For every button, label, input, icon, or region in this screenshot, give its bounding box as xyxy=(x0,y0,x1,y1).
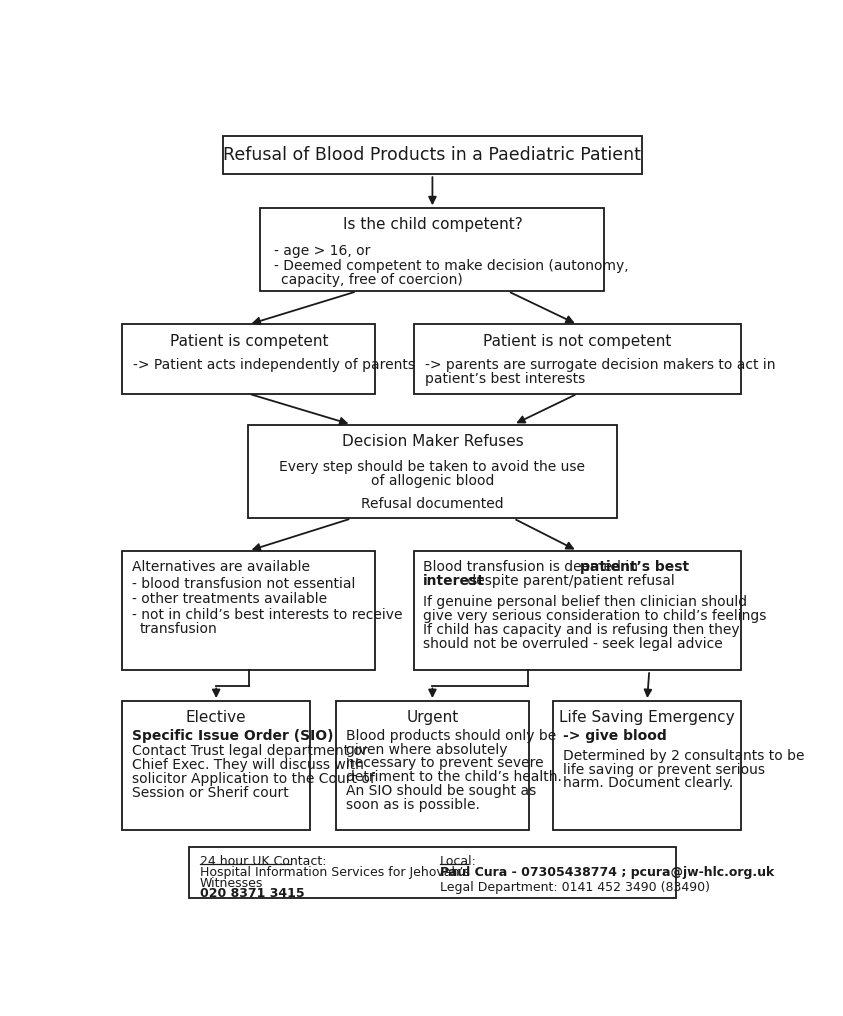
Text: necessary to prevent severe: necessary to prevent severe xyxy=(346,756,543,770)
Text: Elective: Elective xyxy=(186,710,246,725)
Text: Specific Issue Order (SIO): Specific Issue Order (SIO) xyxy=(132,728,333,743)
Text: - blood transfusion not essential: - blood transfusion not essential xyxy=(132,577,355,591)
Text: despite parent/patient refusal: despite parent/patient refusal xyxy=(463,574,674,588)
Text: 24 hour UK Contact:: 24 hour UK Contact: xyxy=(200,854,326,868)
Text: Life Saving Emergency: Life Saving Emergency xyxy=(559,710,735,725)
Text: -> parents are surrogate decision makers to act in: -> parents are surrogate decision makers… xyxy=(425,359,776,372)
Text: Decision Maker Refuses: Decision Maker Refuses xyxy=(341,434,524,449)
Text: Session or Sherif court: Session or Sherif court xyxy=(132,785,288,800)
Text: interest: interest xyxy=(423,574,485,588)
Text: -> Patient acts independently of parents: -> Patient acts independently of parents xyxy=(133,359,416,372)
Text: Witnesses: Witnesses xyxy=(200,877,263,890)
Bar xyxy=(189,847,676,898)
Text: Urgent: Urgent xyxy=(406,710,459,725)
Text: Blood products should only be: Blood products should only be xyxy=(346,728,556,743)
Text: harm. Document clearly.: harm. Document clearly. xyxy=(562,776,733,790)
Text: Paul Cura - 07305438774 ; pcura@jw-hlc.org.uk: Paul Cura - 07305438774 ; pcura@jw-hlc.o… xyxy=(440,866,775,879)
Bar xyxy=(122,324,375,394)
Text: should not be overruled - seek legal advice: should not be overruled - seek legal adv… xyxy=(423,637,723,651)
Text: If genuine personal belief then clinician should: If genuine personal belief then clinicia… xyxy=(423,595,747,610)
Text: life saving or prevent serious: life saving or prevent serious xyxy=(562,763,765,776)
Bar xyxy=(122,551,375,671)
Text: Patient is not competent: Patient is not competent xyxy=(483,333,672,348)
Text: Contact Trust legal department or: Contact Trust legal department or xyxy=(132,744,368,758)
Text: Local:: Local: xyxy=(440,854,477,868)
Text: transfusion: transfusion xyxy=(139,622,217,636)
Text: given where absolutely: given where absolutely xyxy=(346,743,507,757)
Text: Is the child competent?: Is the child competent? xyxy=(342,217,523,233)
Text: give very serious consideration to child’s feelings: give very serious consideration to child… xyxy=(423,610,766,624)
Bar xyxy=(553,701,741,830)
Bar xyxy=(260,208,604,292)
Text: Hospital Information Services for Jehovah’s: Hospital Information Services for Jehova… xyxy=(200,866,470,879)
Text: An SIO should be sought as: An SIO should be sought as xyxy=(346,784,536,799)
Bar xyxy=(223,136,642,175)
Bar xyxy=(122,701,310,830)
Text: detriment to the child’s health.: detriment to the child’s health. xyxy=(346,770,561,784)
Text: Blood transfusion is deemed in: Blood transfusion is deemed in xyxy=(423,560,642,574)
Text: capacity, free of coercion): capacity, free of coercion) xyxy=(281,273,462,287)
Text: - other treatments available: - other treatments available xyxy=(132,592,327,607)
Bar xyxy=(414,551,741,671)
Text: 020 8371 3415: 020 8371 3415 xyxy=(200,887,304,900)
Bar xyxy=(336,701,529,830)
Text: patient’s best interests: patient’s best interests xyxy=(425,372,585,386)
Text: Determined by 2 consultants to be: Determined by 2 consultants to be xyxy=(562,749,804,763)
Text: Every step should be taken to avoid the use: Every step should be taken to avoid the … xyxy=(279,460,585,473)
Text: of allogenic blood: of allogenic blood xyxy=(371,473,494,488)
Text: Patient is competent: Patient is competent xyxy=(169,333,328,348)
Bar xyxy=(248,425,617,518)
Text: solicitor Application to the Court of: solicitor Application to the Court of xyxy=(132,772,374,785)
Text: - age > 16, or: - age > 16, or xyxy=(274,244,371,258)
Text: patient’s best: patient’s best xyxy=(580,560,689,574)
Text: Chief Exec. They will discuss with: Chief Exec. They will discuss with xyxy=(132,758,363,772)
Bar xyxy=(414,324,741,394)
Text: Legal Department: 0141 452 3490 (83490): Legal Department: 0141 452 3490 (83490) xyxy=(440,881,710,894)
Text: - not in child’s best interests to receive: - not in child’s best interests to recei… xyxy=(132,608,402,622)
Text: Refusal of Blood Products in a Paediatric Patient: Refusal of Blood Products in a Paediatri… xyxy=(223,146,642,164)
Text: If child has capacity and is refusing then they: If child has capacity and is refusing th… xyxy=(423,623,740,637)
Text: - Deemed competent to make decision (autonomy,: - Deemed competent to make decision (aut… xyxy=(274,259,629,273)
Text: -> give blood: -> give blood xyxy=(562,728,666,743)
Text: Alternatives are available: Alternatives are available xyxy=(132,560,309,574)
Text: soon as is possible.: soon as is possible. xyxy=(346,798,480,812)
Text: Refusal documented: Refusal documented xyxy=(361,497,504,511)
